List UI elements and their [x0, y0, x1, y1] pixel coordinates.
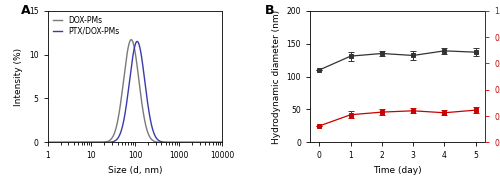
- DOX-PMs: [119, 90, 125, 92]
- Y-axis label: Intensity (%): Intensity (%): [14, 48, 24, 106]
- X-axis label: Time (day): Time (day): [373, 166, 422, 175]
- DOX-PMs: [128, 39, 134, 41]
- Text: B: B: [264, 4, 274, 17]
- PTX/DOX-PMs: [119, 126, 125, 129]
- X-axis label: Size (d, nm): Size (d, nm): [108, 166, 162, 175]
- DOX-PMs: [216, 141, 222, 143]
- PTX/DOX-PMs: [134, 40, 140, 43]
- PTX/DOX-PMs: [64, 141, 70, 143]
- DOX-PMs: [198, 141, 203, 143]
- Line: PTX/DOX-PMs: PTX/DOX-PMs: [48, 41, 222, 142]
- Text: A: A: [22, 4, 31, 17]
- PTX/DOX-PMs: [75, 141, 81, 143]
- Y-axis label: Hydrodynamic diameter (nm): Hydrodynamic diameter (nm): [272, 9, 281, 144]
- PTX/DOX-PMs: [112, 140, 117, 142]
- Legend: DOX-PMs, PTX/DOX-PMs: DOX-PMs, PTX/DOX-PMs: [52, 14, 121, 37]
- DOX-PMs: [220, 141, 226, 143]
- PTX/DOX-PMs: [216, 141, 222, 143]
- DOX-PMs: [64, 141, 70, 143]
- Line: DOX-PMs: DOX-PMs: [48, 40, 222, 142]
- DOX-PMs: [75, 141, 81, 143]
- PTX/DOX-PMs: [198, 141, 203, 143]
- PTX/DOX-PMs: [44, 141, 51, 143]
- DOX-PMs: [112, 132, 117, 134]
- PTX/DOX-PMs: [220, 141, 226, 143]
- DOX-PMs: [44, 141, 51, 143]
